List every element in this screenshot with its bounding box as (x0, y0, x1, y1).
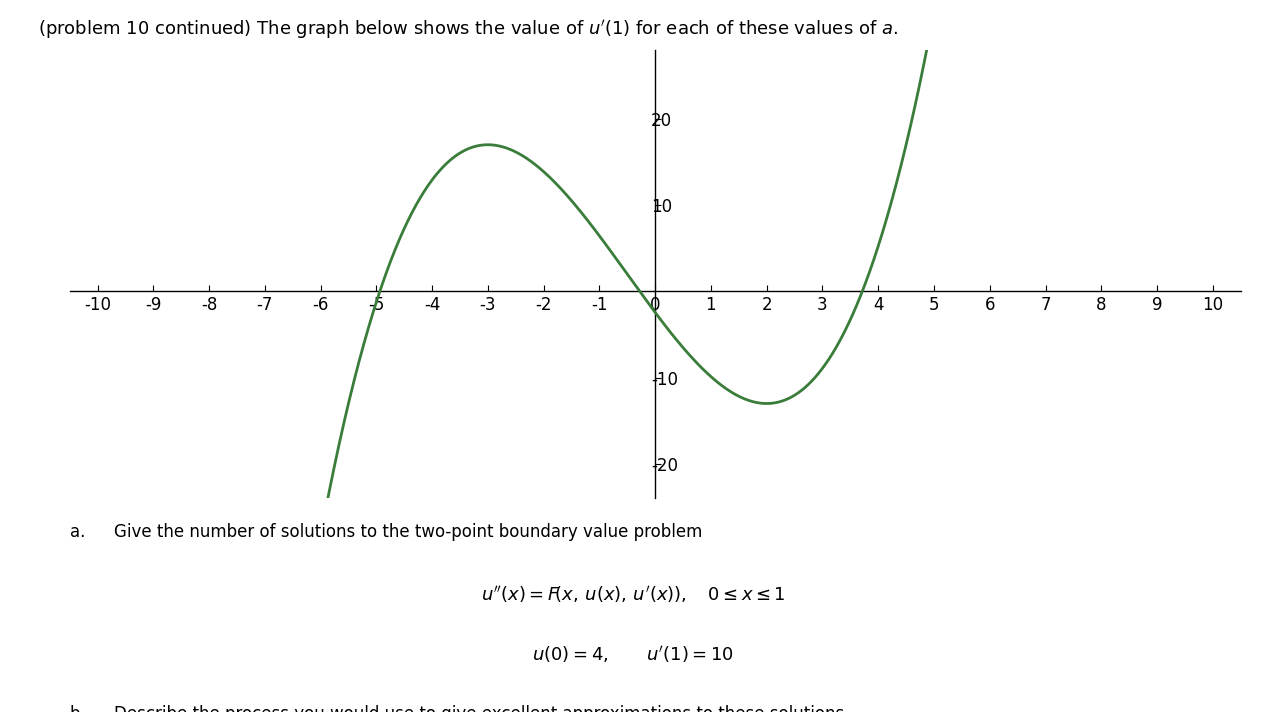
Text: (problem 10 continued) The graph below shows the value of $u'(1)$ for each of th: (problem 10 continued) The graph below s… (38, 18, 898, 41)
Text: $u''(x) = F\!\left(x,\,u(x),\,u'(x)\right),\quad 0\leq x\leq 1$: $u''(x) = F\!\left(x,\,u(x),\,u'(x)\righ… (481, 584, 785, 604)
Text: Give the number of solutions to the two-point boundary value problem: Give the number of solutions to the two-… (114, 523, 703, 541)
Text: $u(0)=4,\qquad u'(1)=10$: $u(0)=4,\qquad u'(1)=10$ (532, 644, 734, 665)
Text: a.: a. (70, 523, 85, 541)
Text: b.: b. (70, 705, 85, 712)
Text: Describe the process you would use to give excellent approximations to these sol: Describe the process you would use to gi… (114, 705, 849, 712)
